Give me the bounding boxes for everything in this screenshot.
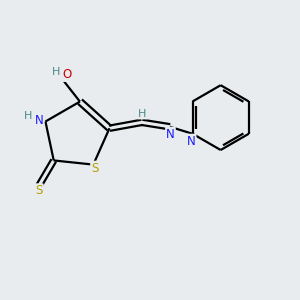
Text: S: S [35,184,43,197]
Text: O: O [62,68,71,81]
Text: S: S [91,162,98,175]
Text: H: H [24,111,32,121]
Text: N: N [187,135,196,148]
Text: H: H [52,67,61,77]
Text: H: H [138,109,147,118]
Text: N: N [166,128,175,141]
Text: N: N [34,113,43,127]
